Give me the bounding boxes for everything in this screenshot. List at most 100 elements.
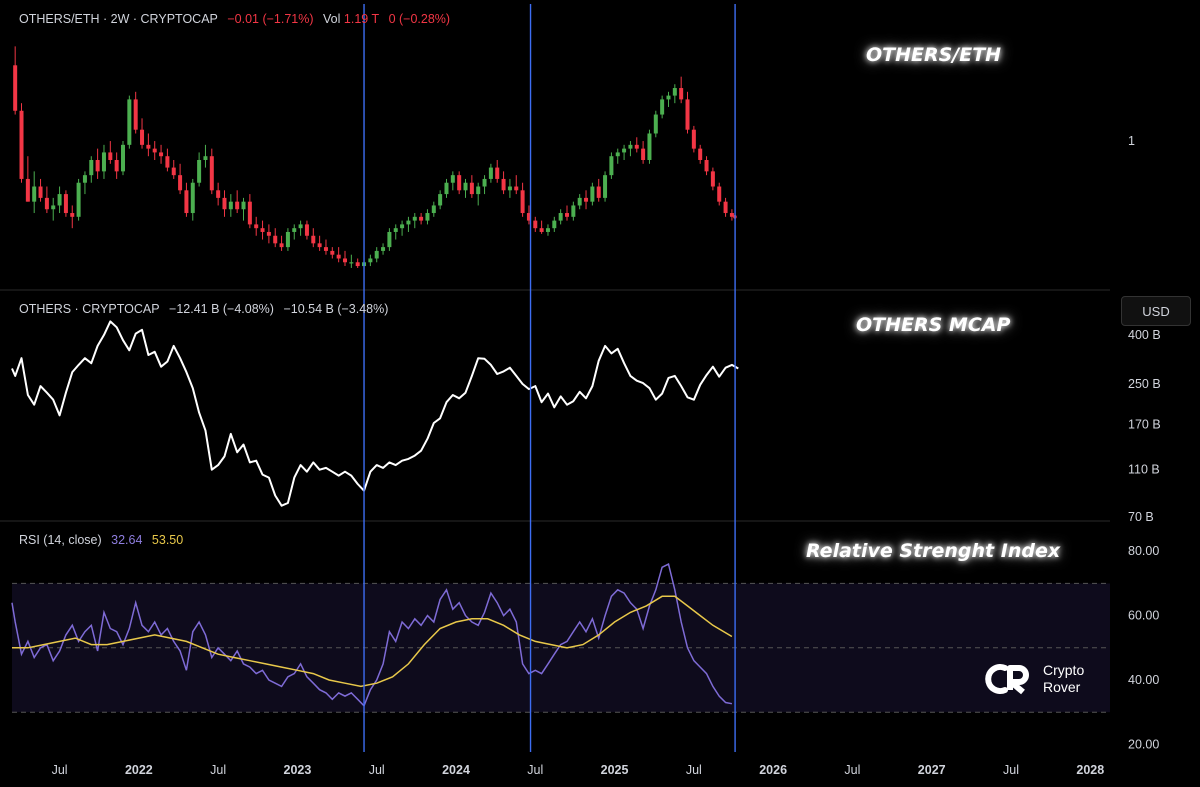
currency-unit-button[interactable]: USD bbox=[1121, 296, 1191, 326]
candle-body bbox=[584, 197, 589, 202]
candle-body bbox=[634, 144, 639, 149]
candle-body bbox=[381, 247, 386, 251]
candle-body bbox=[698, 148, 703, 160]
candle-body bbox=[660, 99, 665, 115]
p3-y-tick-label: 60.00 bbox=[1128, 609, 1159, 623]
x-tick-label: Jul bbox=[527, 763, 543, 777]
candle-body bbox=[95, 160, 100, 172]
candle-body bbox=[482, 178, 487, 187]
candle-body bbox=[336, 254, 341, 259]
panel1-vol-value: 1.19 T bbox=[343, 12, 380, 26]
candle-body bbox=[32, 186, 37, 202]
candle-body bbox=[444, 182, 449, 195]
candle-body bbox=[679, 88, 684, 100]
candle-body bbox=[140, 129, 145, 145]
candle-body bbox=[127, 99, 132, 145]
overlay-title-others-mcap: OTHERS MCAP bbox=[856, 314, 1011, 336]
x-tick-label: 2022 bbox=[125, 763, 153, 777]
candle-body bbox=[190, 182, 195, 214]
candle-body bbox=[539, 228, 544, 232]
candle-body bbox=[165, 156, 170, 168]
candle-body bbox=[317, 243, 322, 248]
candle-body bbox=[603, 175, 608, 198]
p3-y-tick-label: 20.00 bbox=[1128, 737, 1159, 751]
candle-body bbox=[63, 194, 68, 214]
candle-body bbox=[203, 156, 208, 160]
candle-body bbox=[114, 160, 119, 172]
candle-body bbox=[406, 220, 411, 225]
rsi-ma-line bbox=[12, 595, 733, 688]
candle-body bbox=[159, 152, 164, 157]
candle-body bbox=[729, 213, 734, 217]
candle-body bbox=[121, 144, 125, 172]
candle-body bbox=[438, 194, 443, 206]
candle-body bbox=[622, 148, 627, 153]
candle-body bbox=[577, 197, 582, 206]
p2-y-tick-label: 110 B bbox=[1128, 463, 1160, 477]
panel3-header: RSI (14, close) 32.64 53.50 bbox=[19, 533, 189, 547]
candle-body bbox=[710, 171, 715, 187]
candle-body bbox=[311, 235, 316, 244]
x-tick-label: 2027 bbox=[918, 763, 946, 777]
panel3-rsi-value: 32.64 bbox=[111, 533, 143, 547]
candle-body bbox=[520, 190, 525, 214]
x-tick-label: Jul bbox=[210, 763, 226, 777]
p1-y-tick-label: 1 bbox=[1128, 134, 1135, 148]
candle-body bbox=[514, 186, 519, 191]
candle-body bbox=[412, 216, 417, 221]
candle-body bbox=[552, 220, 557, 229]
candle-body bbox=[19, 110, 24, 179]
candle-body bbox=[82, 175, 87, 183]
candle-body bbox=[292, 228, 297, 232]
candle-body bbox=[419, 216, 424, 221]
panel3-ma-value: 53.50 bbox=[151, 533, 184, 547]
candle-body bbox=[672, 88, 677, 96]
x-tick-label: Jul bbox=[1003, 763, 1019, 777]
candle-body bbox=[133, 99, 138, 130]
candle-body bbox=[469, 182, 474, 195]
candle-body bbox=[76, 182, 81, 217]
candle-body bbox=[431, 205, 436, 214]
logo-line1: Crypto bbox=[1043, 662, 1085, 678]
x-tick-label: 2023 bbox=[284, 763, 312, 777]
candle-body bbox=[463, 182, 468, 191]
x-tick-label: 2028 bbox=[1076, 763, 1104, 777]
candle-body bbox=[285, 231, 290, 248]
p2-y-tick-label: 70 B bbox=[1128, 510, 1154, 524]
p3-y-tick-label: 40.00 bbox=[1128, 673, 1159, 687]
candle-body bbox=[298, 224, 303, 229]
logo-text: Crypto Rover bbox=[1043, 662, 1084, 696]
candle-body bbox=[152, 148, 157, 153]
candle-body bbox=[374, 250, 379, 259]
x-tick-label: Jul bbox=[686, 763, 702, 777]
candle-body bbox=[57, 194, 62, 206]
candle-body bbox=[355, 262, 360, 267]
candle-body bbox=[89, 160, 94, 176]
candle-body bbox=[13, 65, 18, 111]
rsi-line bbox=[11, 563, 733, 708]
p2-y-tick-label: 250 B bbox=[1128, 377, 1161, 391]
panel3-label: RSI (14, close) bbox=[19, 533, 102, 547]
panel2-symbol: OTHERS · CRYPTOCAP bbox=[19, 302, 160, 316]
candle-body bbox=[184, 190, 189, 214]
panel1-symbol: OTHERS/ETH · 2W · CRYPTOCAP bbox=[19, 12, 218, 26]
candle-body bbox=[565, 213, 569, 217]
panel2-value2: −10.54 B (−3.48%) bbox=[283, 302, 389, 316]
candle-body bbox=[368, 258, 373, 263]
candle-body bbox=[717, 186, 722, 202]
overlay-title-rsi: Relative Strenght Index bbox=[806, 540, 1061, 562]
x-tick-label: 2026 bbox=[759, 763, 787, 777]
candle-body bbox=[723, 201, 728, 214]
candle-body bbox=[171, 167, 176, 176]
candle-body bbox=[615, 152, 620, 157]
candle-body bbox=[507, 186, 512, 191]
candle-body bbox=[647, 133, 652, 160]
candle-body bbox=[488, 167, 493, 179]
candle-body bbox=[704, 160, 709, 172]
x-tick-label: Jul bbox=[369, 763, 385, 777]
x-tick-label: Jul bbox=[52, 763, 68, 777]
p2-y-tick-label: 170 B bbox=[1128, 417, 1161, 431]
logo-line2: Rover bbox=[1043, 679, 1081, 695]
crypto-rover-logo-icon bbox=[985, 664, 1029, 695]
